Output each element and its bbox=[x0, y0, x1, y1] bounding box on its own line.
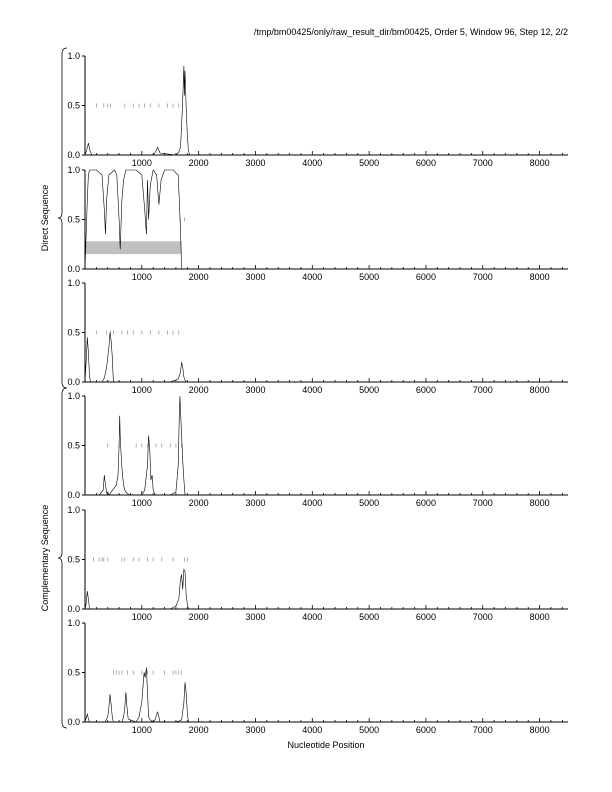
x-tick-label: 8000 bbox=[530, 725, 550, 735]
x-tick-label: 4000 bbox=[302, 498, 322, 508]
series-line bbox=[84, 568, 568, 610]
x-tick-label: 8000 bbox=[530, 612, 550, 622]
x-tick-label: 5000 bbox=[359, 725, 379, 735]
x-tick-label: 1000 bbox=[132, 725, 152, 735]
x-tick-label: 6000 bbox=[416, 612, 436, 622]
y-tick-label: 0.5 bbox=[67, 555, 80, 565]
x-tick-label: 2000 bbox=[189, 498, 209, 508]
x-tick-label: 6000 bbox=[416, 498, 436, 508]
y-tick-label: 0.5 bbox=[67, 328, 80, 338]
x-tick-label: 3000 bbox=[245, 498, 265, 508]
x-tick-label: 1000 bbox=[132, 498, 152, 508]
x-tick-label: 6000 bbox=[416, 725, 436, 735]
group-label: Direct Sequence bbox=[40, 185, 50, 252]
x-tick-label: 3000 bbox=[245, 272, 265, 282]
x-tick-label: 3000 bbox=[245, 725, 265, 735]
y-tick-label: 0.0 bbox=[67, 264, 80, 274]
y-tick-label: 0.5 bbox=[67, 215, 80, 225]
group-label: Complementary Sequence bbox=[40, 505, 50, 612]
x-tick-label: 4000 bbox=[302, 725, 322, 735]
x-tick-label: 5000 bbox=[359, 385, 379, 395]
series-line bbox=[84, 169, 568, 270]
x-tick-label: 4000 bbox=[302, 385, 322, 395]
y-tick-label: 0.0 bbox=[67, 150, 80, 160]
panel-3: 0.0 0.5 1.0 1000 2000 3000 4000 5000 6000 7000 800… bbox=[67, 278, 568, 395]
panel-5: 0.0 0.5 1.0 1000 2000 3000 4000 5000 6000 7000 800… bbox=[67, 505, 568, 622]
series-line bbox=[84, 65, 568, 156]
y-tick-label: 1.0 bbox=[67, 391, 80, 401]
panel-6: 0.0 0.5 1.0 1000 2000 3000 4000 5000 6000 7000 800… bbox=[67, 618, 568, 735]
y-tick-label: 1.0 bbox=[67, 618, 80, 628]
panel-2: 0.0 0.5 1.0 1000 2000 3000 4000 5000 6000 7000 800… bbox=[67, 165, 568, 282]
series-line bbox=[84, 332, 568, 383]
x-tick-label: 1000 bbox=[132, 272, 152, 282]
x-axis-label: Nucleotide Position bbox=[287, 740, 364, 750]
x-tick-label: 6000 bbox=[416, 272, 436, 282]
x-tick-label: 7000 bbox=[473, 385, 493, 395]
x-tick-label: 4000 bbox=[302, 272, 322, 282]
panel-1: 0.0 0.5 1.0 1000 2000 3000 4000 5000 6000 7000 800… bbox=[67, 51, 568, 168]
x-tick-label: 6000 bbox=[416, 158, 436, 168]
x-tick-label: 7000 bbox=[473, 158, 493, 168]
x-tick-label: 3000 bbox=[245, 385, 265, 395]
chart-panels: 0.0 0.5 1.0 1000 2000 3000 4000 5000 6000 7000 800… bbox=[67, 51, 568, 735]
x-tick-label: 2000 bbox=[189, 612, 209, 622]
series-line bbox=[85, 395, 568, 496]
y-tick-label: 1.0 bbox=[67, 278, 80, 288]
x-tick-label: 7000 bbox=[473, 272, 493, 282]
y-tick-label: 0.5 bbox=[67, 668, 80, 678]
x-tick-label: 4000 bbox=[302, 158, 322, 168]
x-tick-label: 2000 bbox=[189, 158, 209, 168]
y-tick-label: 0.0 bbox=[67, 490, 80, 500]
x-tick-label: 7000 bbox=[473, 725, 493, 735]
series-line bbox=[84, 667, 568, 723]
x-tick-label: 4000 bbox=[302, 612, 322, 622]
y-tick-label: 0.5 bbox=[67, 441, 80, 451]
y-tick-label: 0.0 bbox=[67, 717, 80, 727]
y-tick-label: 0.0 bbox=[67, 604, 80, 614]
x-tick-label: 5000 bbox=[359, 498, 379, 508]
x-tick-label: 2000 bbox=[189, 725, 209, 735]
x-tick-label: 5000 bbox=[359, 272, 379, 282]
group-brackets: Direct Sequence Complementary Sequence bbox=[40, 47, 68, 729]
x-tick-label: 7000 bbox=[473, 612, 493, 622]
x-tick-label: 1000 bbox=[132, 385, 152, 395]
x-tick-label: 5000 bbox=[359, 158, 379, 168]
x-tick-label: 8000 bbox=[530, 385, 550, 395]
group-bracket bbox=[57, 387, 68, 729]
x-tick-label: 8000 bbox=[530, 158, 550, 168]
shaded-region bbox=[85, 241, 182, 255]
x-tick-label: 3000 bbox=[245, 612, 265, 622]
x-tick-label: 2000 bbox=[189, 272, 209, 282]
group-bracket bbox=[57, 47, 68, 389]
y-tick-label: 0.5 bbox=[67, 101, 80, 111]
y-tick-label: 1.0 bbox=[67, 51, 80, 61]
x-tick-label: 2000 bbox=[189, 385, 209, 395]
panel-4: 0.0 0.5 1.0 1000 2000 3000 4000 5000 6000 7000 800… bbox=[67, 391, 568, 508]
chart-header: /tmp/bm00425/only/raw_result_dir/bm00425… bbox=[254, 27, 568, 37]
x-tick-label: 5000 bbox=[359, 612, 379, 622]
x-tick-label: 3000 bbox=[245, 158, 265, 168]
x-tick-label: 8000 bbox=[530, 272, 550, 282]
x-tick-label: 8000 bbox=[530, 498, 550, 508]
x-tick-label: 7000 bbox=[473, 498, 493, 508]
y-tick-label: 1.0 bbox=[67, 505, 80, 515]
y-tick-label: 1.0 bbox=[67, 165, 80, 175]
x-tick-label: 1000 bbox=[132, 612, 152, 622]
y-tick-label: 0.0 bbox=[67, 377, 80, 387]
x-tick-label: 6000 bbox=[416, 385, 436, 395]
x-tick-label: 1000 bbox=[132, 158, 152, 168]
